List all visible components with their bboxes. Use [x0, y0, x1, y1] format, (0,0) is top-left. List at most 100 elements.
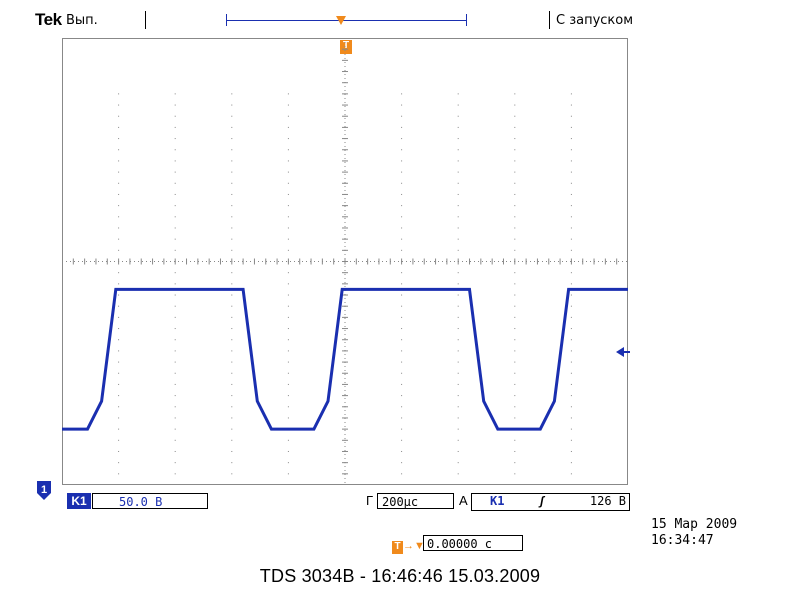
grid-dot [287, 193, 289, 195]
grid-dot [514, 417, 516, 419]
grid-dot [287, 473, 289, 475]
grid-dot [514, 350, 516, 352]
grid-dot [231, 238, 233, 240]
grid-dot [401, 115, 403, 117]
grid-dot [401, 439, 403, 441]
grid-dot [401, 473, 403, 475]
grid-dot [174, 395, 176, 397]
grid-dot [570, 294, 572, 296]
grid-dot [174, 238, 176, 240]
grid-dot [570, 417, 572, 419]
grid-dot [570, 339, 572, 341]
grid-dot [401, 283, 403, 285]
grid-dot [401, 428, 403, 430]
grid-dot [401, 149, 403, 151]
grid-dot [287, 160, 289, 162]
grid-dot [118, 149, 120, 151]
grid-dot [287, 462, 289, 464]
grid-dot [570, 305, 572, 307]
acquisition-state: Вып. [66, 13, 98, 28]
grid-dot [401, 328, 403, 330]
grid-dot [231, 216, 233, 218]
grid-dot [514, 272, 516, 274]
grid-dot [118, 283, 120, 285]
grid-dot [514, 104, 516, 106]
grid-dot [174, 126, 176, 128]
grid-dot [514, 238, 516, 240]
grid-dot [231, 283, 233, 285]
grid-dot [231, 473, 233, 475]
grid-dot [457, 182, 459, 184]
grid-dot [174, 450, 176, 452]
grid-dot [174, 272, 176, 274]
grid-dot [457, 316, 459, 318]
grid-dot [401, 361, 403, 363]
grid-dot [174, 328, 176, 330]
grid-dot [174, 428, 176, 430]
grid-dot [457, 350, 459, 352]
grid-dot [514, 462, 516, 464]
grid-dot [570, 316, 572, 318]
horizontal-position-readout[interactable]: 0.00000 с [423, 535, 523, 551]
grid-dot [287, 216, 289, 218]
grid-dot [287, 294, 289, 296]
grid-dot [287, 182, 289, 184]
grid-dot [231, 439, 233, 441]
grid-dot [570, 473, 572, 475]
timebase-readout[interactable]: 200µс [377, 493, 454, 509]
grid-dot [514, 249, 516, 251]
grid-dot [231, 149, 233, 151]
grid-dot [514, 227, 516, 229]
grid-dot [174, 138, 176, 140]
grid-dot [118, 115, 120, 117]
grid-dot [570, 171, 572, 173]
grid-dot [401, 305, 403, 307]
grid-dot [401, 238, 403, 240]
grid-dot [231, 450, 233, 452]
grid-dot [401, 104, 403, 106]
grid-dot [231, 339, 233, 341]
grid-dot [570, 350, 572, 352]
grid-dot [457, 395, 459, 397]
trigger-source: K1 [490, 494, 505, 508]
grid-dot [457, 417, 459, 419]
grid-dot [570, 428, 572, 430]
grid-dot [514, 193, 516, 195]
channel-ground-badge-icon: 1 [37, 481, 51, 500]
grid-dot [287, 171, 289, 173]
grid-dot [457, 339, 459, 341]
grid-dot [570, 160, 572, 162]
grid-dot [401, 450, 403, 452]
grid-dot [118, 350, 120, 352]
grid-dot [118, 193, 120, 195]
trigger-mode-label: A [459, 493, 468, 508]
grid-dot [401, 372, 403, 374]
grid-dot [118, 249, 120, 251]
grid-dot [570, 283, 572, 285]
grid-dot [457, 473, 459, 475]
grid-dot [287, 439, 289, 441]
grid-dot [457, 305, 459, 307]
grid-dot [118, 126, 120, 128]
grid-dot [287, 115, 289, 117]
grid-dot [457, 205, 459, 207]
grid-dot [118, 372, 120, 374]
trigger-readout-box[interactable] [471, 493, 630, 511]
volts-per-div-readout[interactable]: 50.0 В [92, 493, 208, 509]
grid-dot [174, 294, 176, 296]
grid-dot [401, 350, 403, 352]
grid-dot [570, 395, 572, 397]
trigger-level-readout: 126 В [589, 494, 626, 508]
grid-dot [118, 406, 120, 408]
grid-dot [570, 383, 572, 385]
grid-dot [514, 182, 516, 184]
grid-dot [118, 272, 120, 274]
waveform-trace [62, 287, 628, 431]
trigger-marker-icon[interactable]: T [340, 40, 352, 54]
grid-dot [457, 361, 459, 363]
channel-badge-text: 1 [41, 484, 47, 496]
channel-label[interactable]: K1 [67, 493, 91, 509]
grid-dot [118, 227, 120, 229]
grid-dot [287, 316, 289, 318]
grid-dot [287, 227, 289, 229]
